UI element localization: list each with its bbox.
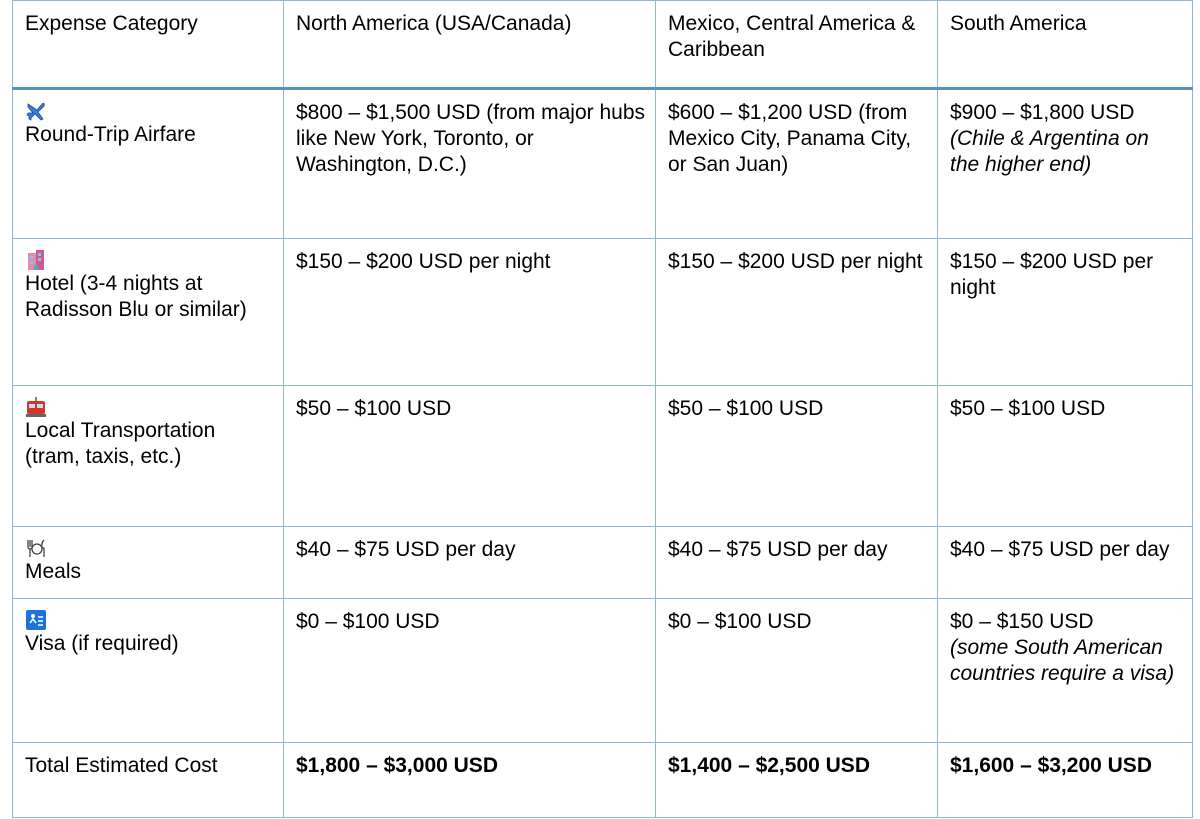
total-cell: $1,800 – $3,000 USD	[283, 742, 656, 818]
cell-text: $0 – $150 USD	[950, 610, 1094, 633]
cell: $50 – $100 USD	[655, 385, 938, 527]
cell: $150 – $200 USD per night	[937, 238, 1193, 386]
category-cell: Total Estimated Cost	[12, 742, 284, 818]
hotel-icon	[28, 250, 44, 270]
cell: $40 – $75 USD per day	[937, 526, 1193, 599]
category-cell: Meals	[12, 526, 284, 599]
row: Visa (if required) $0 – $100 USD $0 – $1…	[12, 598, 1193, 743]
cell-note: (some South American countries require a…	[950, 636, 1175, 685]
header-row: Expense Category North America (USA/Cana…	[12, 0, 1193, 90]
total-cell: $1,600 – $3,200 USD	[937, 742, 1193, 818]
total-row: Total Estimated Cost $1,800 – $3,000 USD…	[12, 742, 1193, 818]
cell: $600 – $1,200 USD (from Mexico City, Pan…	[655, 88, 938, 239]
cell: $40 – $75 USD per day	[283, 526, 656, 599]
row: Round-Trip Airfare $800 – $1,500 USD (fr…	[12, 88, 1193, 239]
header-cell: Expense Category	[12, 0, 284, 90]
cell: $40 – $75 USD per day	[655, 526, 938, 599]
cell: $0 – $100 USD	[655, 598, 938, 743]
cell: $150 – $200 USD per night	[283, 238, 656, 386]
category-label: Visa (if required)	[25, 632, 179, 655]
cell-text: $900 – $1,800 USD	[950, 101, 1135, 124]
cell: $0 – $100 USD	[283, 598, 656, 743]
header-cell: North America (USA/Canada)	[283, 0, 656, 90]
cell: $0 – $150 USD (some South American count…	[937, 598, 1193, 743]
cell: $800 – $1,500 USD (from major hubs like …	[283, 88, 656, 239]
passport-icon	[26, 610, 46, 630]
category-label: Meals	[25, 560, 82, 583]
category-label: Hotel (3-4 nights at Radisson Blu or sim…	[25, 272, 247, 321]
cell-note: (Chile & Argentina on the higher end)	[950, 127, 1149, 176]
category-cell: Local Transportation (tram, taxis, etc.)	[12, 385, 284, 527]
row: Local Transportation (tram, taxis, etc.)…	[12, 385, 1193, 527]
meal-icon	[27, 539, 45, 557]
cell: $50 – $100 USD	[283, 385, 656, 527]
total-cell: $1,400 – $2,500 USD	[655, 742, 938, 818]
expense-table: Expense Category North America (USA/Cana…	[12, 0, 1193, 818]
category-cell: Hotel (3-4 nights at Radisson Blu or sim…	[12, 238, 284, 386]
category-cell: Visa (if required)	[12, 598, 284, 743]
airplane-icon	[26, 102, 45, 121]
cell: $150 – $200 USD per night	[655, 238, 938, 386]
row: Meals $40 – $75 USD per day $40 – $75 US…	[12, 526, 1193, 599]
category-label: Local Transportation (tram, taxis, etc.)	[25, 419, 216, 468]
category-label: Round-Trip Airfare	[25, 123, 196, 146]
category-cell: Round-Trip Airfare	[12, 88, 284, 239]
row: Hotel (3-4 nights at Radisson Blu or sim…	[12, 238, 1193, 386]
cell: $900 – $1,800 USD (Chile & Argentina on …	[937, 88, 1193, 239]
cell: $50 – $100 USD	[937, 385, 1193, 527]
tram-icon	[26, 397, 46, 417]
header-cell: South America	[937, 0, 1193, 90]
header-cell: Mexico, Central America & Caribbean	[655, 0, 938, 90]
